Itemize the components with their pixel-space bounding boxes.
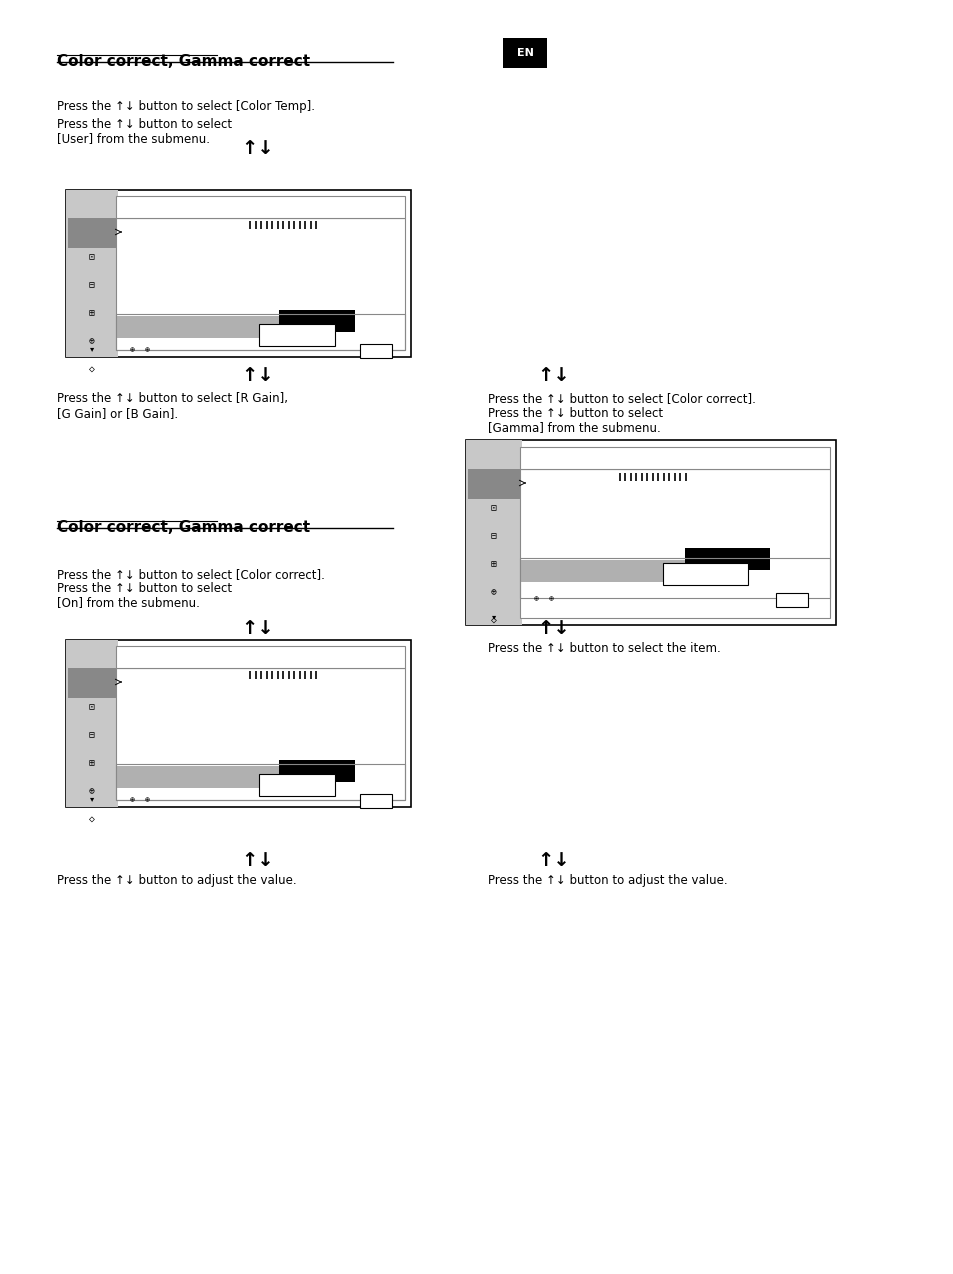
Bar bbox=[465, 440, 521, 626]
Bar bbox=[519, 558, 829, 598]
Text: ↑↓: ↑↓ bbox=[537, 618, 570, 637]
Text: ⊞: ⊞ bbox=[89, 308, 95, 318]
Text: Press the ↑↓ button to select: Press the ↑↓ button to select bbox=[57, 118, 232, 131]
Bar bbox=[116, 316, 278, 338]
Text: Color correct, Gamma correct: Color correct, Gamma correct bbox=[57, 520, 310, 535]
Text: ↑↓: ↑↓ bbox=[537, 851, 570, 869]
Bar bbox=[684, 548, 769, 569]
Text: Press the ↑↓ button to select [Color correct].: Press the ↑↓ button to select [Color cor… bbox=[488, 392, 755, 405]
Bar bbox=[502, 38, 546, 68]
Text: ↑↓: ↑↓ bbox=[241, 139, 274, 158]
Text: ⊞: ⊞ bbox=[89, 758, 95, 768]
Text: ◇: ◇ bbox=[491, 615, 497, 626]
Text: [G Gain] or [B Gain].: [G Gain] or [B Gain]. bbox=[57, 406, 178, 420]
Text: EN: EN bbox=[516, 48, 533, 59]
Text: ⊕  ⊕: ⊕ ⊕ bbox=[130, 345, 150, 354]
Text: ▾: ▾ bbox=[492, 613, 496, 622]
Bar bbox=[258, 775, 335, 796]
Text: ⊞: ⊞ bbox=[491, 559, 497, 569]
Bar bbox=[116, 766, 278, 789]
Text: Press the ↑↓ button to select [R Gain],: Press the ↑↓ button to select [R Gain], bbox=[57, 392, 288, 405]
Text: ▾: ▾ bbox=[90, 795, 94, 804]
Bar bbox=[775, 592, 807, 606]
Bar bbox=[116, 668, 405, 800]
Text: [User] from the submenu.: [User] from the submenu. bbox=[57, 132, 210, 145]
Text: ⊕: ⊕ bbox=[89, 786, 95, 796]
Text: ↑↓: ↑↓ bbox=[241, 618, 274, 637]
Text: Press the ↑↓ button to adjust the value.: Press the ↑↓ button to adjust the value. bbox=[488, 874, 727, 887]
Bar bbox=[468, 469, 519, 499]
Text: ⊕  ⊕: ⊕ ⊕ bbox=[534, 594, 554, 603]
Text: ◇: ◇ bbox=[89, 364, 95, 375]
Text: ↑↓: ↑↓ bbox=[241, 366, 274, 385]
Bar bbox=[519, 447, 829, 469]
Text: Press the ↑↓ button to select [Color correct].: Press the ↑↓ button to select [Color cor… bbox=[57, 568, 325, 581]
Bar bbox=[66, 190, 118, 357]
Text: ⊟: ⊟ bbox=[491, 531, 497, 541]
Bar bbox=[116, 646, 405, 668]
Text: [Gamma] from the submenu.: [Gamma] from the submenu. bbox=[488, 420, 660, 434]
Bar bbox=[278, 310, 355, 333]
Text: ⊕: ⊕ bbox=[491, 587, 497, 598]
Text: Press the ↑↓ button to select: Press the ↑↓ button to select bbox=[488, 406, 662, 420]
Text: ⊟: ⊟ bbox=[89, 730, 95, 740]
Text: ⊕  ⊕: ⊕ ⊕ bbox=[130, 795, 150, 804]
Bar bbox=[359, 344, 392, 358]
Bar bbox=[116, 764, 405, 800]
Bar bbox=[66, 190, 411, 357]
Bar bbox=[662, 563, 747, 585]
Text: Color correct, Gamma correct: Color correct, Gamma correct bbox=[57, 54, 310, 69]
Text: Press the ↑↓ button to select the item.: Press the ↑↓ button to select the item. bbox=[488, 642, 720, 655]
Text: ⊕: ⊕ bbox=[89, 336, 95, 347]
Bar bbox=[258, 324, 335, 347]
Bar bbox=[116, 196, 405, 218]
Text: ⊡: ⊡ bbox=[89, 252, 95, 262]
Bar bbox=[116, 313, 405, 350]
Text: ▾: ▾ bbox=[90, 344, 94, 353]
Bar bbox=[359, 794, 392, 808]
Bar bbox=[66, 640, 118, 806]
Text: Press the ↑↓ button to adjust the value.: Press the ↑↓ button to adjust the value. bbox=[57, 874, 296, 887]
Bar bbox=[278, 761, 355, 782]
Bar bbox=[519, 469, 829, 618]
Bar bbox=[68, 218, 116, 248]
Text: ⊟: ⊟ bbox=[89, 280, 95, 290]
Bar bbox=[465, 440, 835, 626]
Text: ↑↓: ↑↓ bbox=[241, 851, 274, 869]
Bar bbox=[519, 561, 684, 582]
Text: Press the ↑↓ button to select: Press the ↑↓ button to select bbox=[57, 582, 232, 595]
Bar bbox=[66, 640, 411, 806]
Bar bbox=[68, 668, 116, 698]
Text: ⊡: ⊡ bbox=[491, 503, 497, 513]
Text: Press the ↑↓ button to select [Color Temp].: Press the ↑↓ button to select [Color Tem… bbox=[57, 99, 314, 113]
Text: ↑↓: ↑↓ bbox=[537, 366, 570, 385]
Text: ◇: ◇ bbox=[89, 814, 95, 824]
Text: ⊡: ⊡ bbox=[89, 702, 95, 712]
Text: [On] from the submenu.: [On] from the submenu. bbox=[57, 596, 200, 609]
Bar bbox=[116, 218, 405, 350]
